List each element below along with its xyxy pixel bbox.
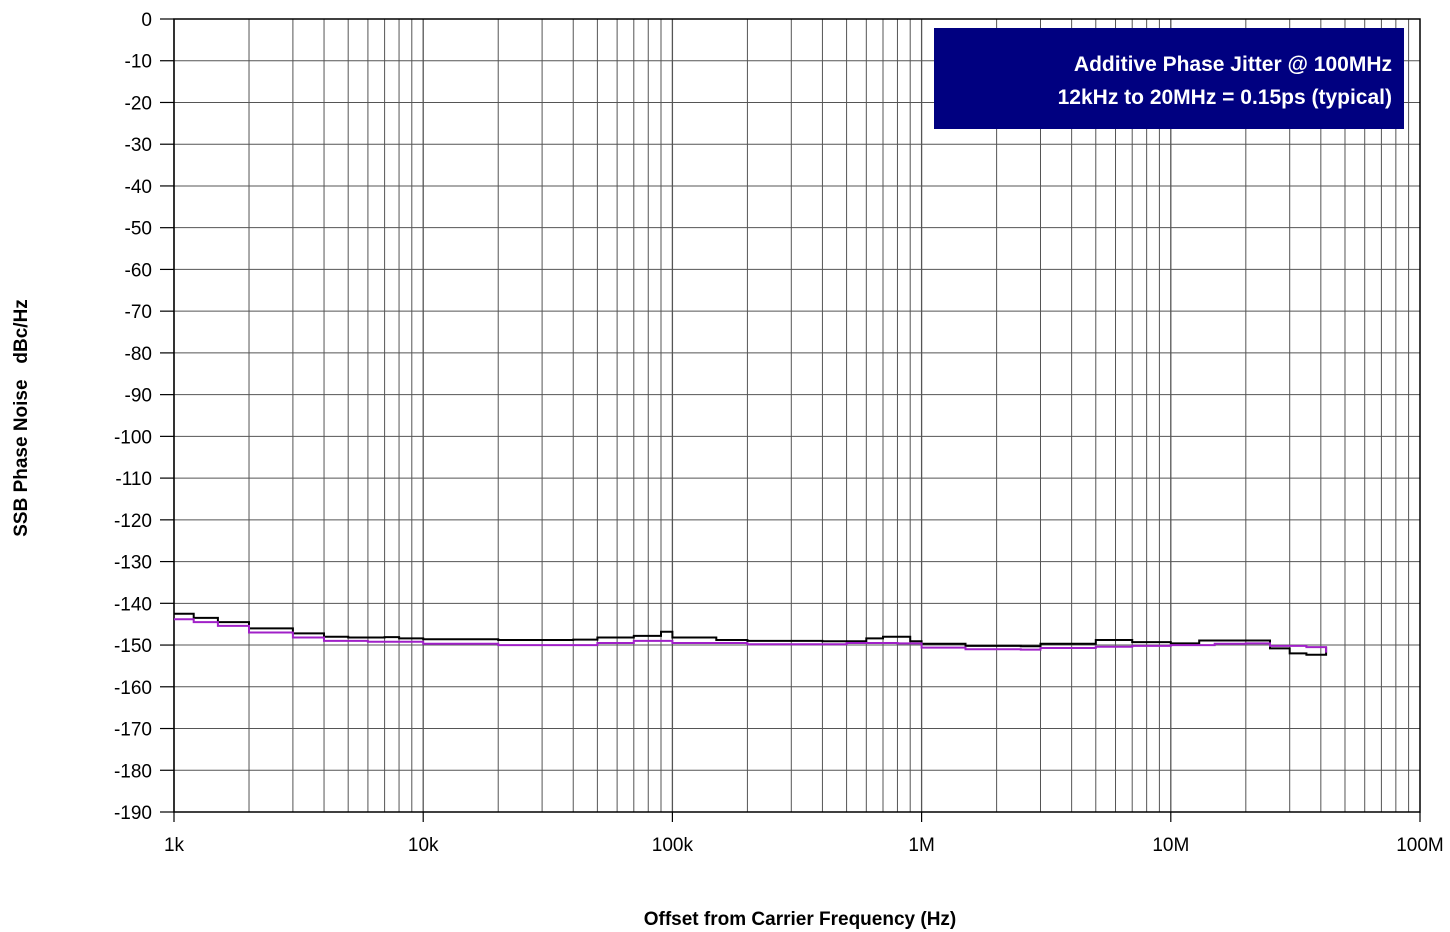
y-tick-label: -20 bbox=[125, 93, 152, 114]
y-tick-label: -80 bbox=[125, 344, 152, 365]
y-tick-label: -190 bbox=[114, 803, 152, 824]
x-axis-title: Offset from Carrier Frequency (Hz) bbox=[644, 909, 957, 930]
y-tick-label: -130 bbox=[114, 553, 152, 574]
y-tick-label: -50 bbox=[125, 219, 152, 240]
y-tick-label: -110 bbox=[115, 469, 152, 490]
series-line-2 bbox=[174, 618, 1328, 653]
x-tick-label: 10k bbox=[408, 835, 439, 856]
y-tick-label: -140 bbox=[114, 594, 152, 615]
y-tick-label: -150 bbox=[114, 636, 152, 657]
y-tick-label: -180 bbox=[114, 761, 152, 782]
annotation-line-1: Additive Phase Jitter @ 100MHz bbox=[1074, 53, 1392, 76]
y-tick-label: -160 bbox=[114, 678, 152, 699]
series-line-1 bbox=[174, 612, 1328, 656]
x-tick-label: 10M bbox=[1152, 835, 1189, 856]
annotation-box bbox=[934, 28, 1404, 129]
annotation-line-2: 12kHz to 20MHz = 0.15ps (typical) bbox=[1058, 86, 1392, 109]
x-tick-label: 1M bbox=[908, 835, 934, 856]
y-axis-title: SSB Phase Noise dBc/Hz bbox=[11, 299, 32, 537]
x-tick-label: 100k bbox=[652, 835, 694, 856]
plot-frame bbox=[173, 18, 1421, 813]
y-axis-ticks: 0 -10 -20 -30 -40 -50 -60 -70 -80 -90 -100 -110 -120… bbox=[114, 10, 174, 824]
y-tick-label: -30 bbox=[125, 135, 152, 156]
x-tick-label: 100M bbox=[1396, 835, 1444, 856]
grid bbox=[173, 18, 1420, 813]
y-tick-label: -90 bbox=[125, 386, 152, 407]
y-tick-label: -70 bbox=[125, 302, 152, 323]
y-tick-label: 0 bbox=[141, 10, 152, 31]
y-tick-label: -10 bbox=[125, 52, 152, 73]
y-tick-label: -40 bbox=[125, 177, 152, 198]
x-tick-label: 1k bbox=[164, 835, 185, 856]
y-tick-label: -170 bbox=[114, 720, 152, 741]
y-tick-label: -100 bbox=[114, 427, 152, 448]
x-axis-ticks: 1k 10k 100k 1M 10M 100M bbox=[164, 812, 1444, 856]
series-layer bbox=[174, 612, 1328, 656]
y-tick-label: -120 bbox=[114, 511, 152, 532]
y-tick-label: -60 bbox=[125, 260, 152, 281]
jitter-annotation: Additive Phase Jitter @ 100MHz 12kHz to 2… bbox=[934, 28, 1404, 129]
